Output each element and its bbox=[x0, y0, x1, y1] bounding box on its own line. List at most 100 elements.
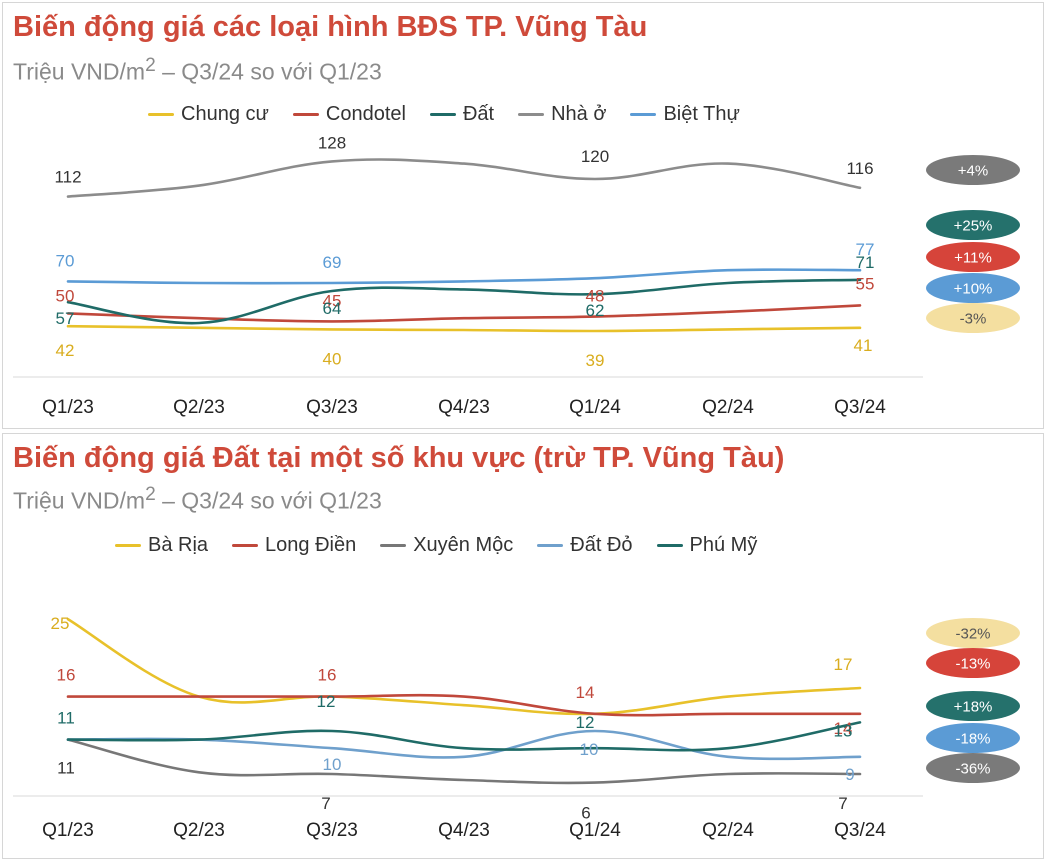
data-label-chung-cu: 39 bbox=[586, 351, 605, 370]
change-pill-condotel: +11% bbox=[926, 242, 1020, 272]
chart-title: Biến động giá Đất tại một số khu vực (tr… bbox=[13, 442, 785, 474]
chart-legend: Chung cư Condotel Đất Nhà ở Biệt Thự bbox=[148, 103, 740, 126]
legend-label: Đất Đỏ bbox=[570, 534, 633, 556]
legend-label: Phú Mỹ bbox=[689, 534, 758, 556]
data-label-biet-thu: 69 bbox=[323, 253, 342, 272]
data-label-condotel: 50 bbox=[56, 286, 75, 305]
legend-swatch bbox=[292, 113, 319, 116]
series-line-nha-o bbox=[66, 158, 862, 198]
data-label-phu-my: 13 bbox=[834, 721, 853, 740]
x-tick-label: Q4/23 bbox=[438, 397, 490, 418]
change-pill-biet-thu: +10% bbox=[926, 273, 1020, 303]
x-tick-label: Q2/23 bbox=[173, 397, 225, 418]
legend-label: Đất bbox=[462, 103, 495, 125]
change-pill-label: -36% bbox=[955, 761, 990, 778]
series-line-condotel bbox=[66, 304, 862, 323]
chart-plot-area: Q1/23 Q2/23 Q3/23 Q4/23 Q1/24 Q2/24 Q3/24 25 17 1… bbox=[13, 614, 1020, 841]
legend-swatch bbox=[115, 544, 141, 547]
data-label-biet-thu: 77 bbox=[856, 240, 875, 259]
chart-panel-khu-vuc: Biến động giá Đất tại một số khu vực (tr… bbox=[2, 433, 1044, 859]
change-pill-xuyen-moc: -36% bbox=[926, 753, 1020, 783]
legend-swatch bbox=[148, 113, 174, 116]
change-pill-shape bbox=[926, 303, 1020, 333]
change-pill-ba-ria: -32% bbox=[926, 618, 1020, 648]
data-label-dat: 62 bbox=[586, 301, 605, 320]
legend-item-nha-o: Nhà ở bbox=[518, 103, 606, 126]
legend-item-phu-my: Phú Mỹ bbox=[656, 534, 758, 557]
x-tick-label: Q3/24 bbox=[834, 397, 886, 418]
data-label-dat-do: 10 bbox=[323, 755, 342, 774]
data-label-xuyen-moc: 6 bbox=[581, 804, 590, 823]
series-line-long-dien bbox=[66, 693, 862, 717]
data-label-nha-o: 112 bbox=[54, 168, 81, 187]
legend-swatch bbox=[630, 113, 657, 116]
data-label-ba-ria: 25 bbox=[51, 614, 70, 633]
legend-label: Bà Rịa bbox=[148, 534, 209, 556]
x-tick-label: Q1/23 bbox=[42, 820, 94, 841]
change-pill-shape bbox=[926, 210, 1020, 240]
data-label-condotel: 55 bbox=[856, 274, 875, 293]
change-pill-phu-my: +18% bbox=[926, 691, 1020, 721]
x-tick-label: Q1/23 bbox=[42, 397, 94, 418]
legend-item-dat-do: Đất Đỏ bbox=[537, 534, 633, 557]
change-pill-shape bbox=[926, 273, 1020, 303]
change-pill-long-dien: -13% bbox=[926, 648, 1020, 678]
x-tick-label: Q3/23 bbox=[306, 397, 358, 418]
legend-swatch bbox=[380, 544, 407, 547]
legend-item-ba-ria: Bà Rịa bbox=[115, 534, 208, 557]
data-label-biet-thu: 70 bbox=[56, 251, 75, 270]
chart-legend: Bà Rịa Long Điền Xuyên Mộc Đất Đỏ Phú Mỹ bbox=[115, 534, 757, 557]
data-label-xuyen-moc: 7 bbox=[838, 794, 847, 813]
data-label-xuyen-moc: 11 bbox=[57, 759, 75, 778]
change-pill-shape bbox=[926, 618, 1020, 648]
series-line-phu-my bbox=[66, 721, 862, 752]
change-pill-shape bbox=[926, 723, 1020, 753]
change-pill-label: -32% bbox=[955, 626, 990, 643]
change-pill-shape bbox=[926, 155, 1020, 185]
legend-item-condotel: Condotel bbox=[292, 103, 406, 126]
change-pill-shape bbox=[926, 242, 1020, 272]
data-label-dat: 57 bbox=[56, 309, 75, 328]
x-tick-label: Q3/23 bbox=[306, 820, 358, 841]
data-label-nha-o: 116 bbox=[846, 159, 873, 178]
x-tick-label: Q2/24 bbox=[702, 397, 754, 418]
data-label-xuyen-moc: 7 bbox=[321, 794, 330, 813]
change-pill-label: +18% bbox=[954, 699, 993, 716]
legend-swatch bbox=[518, 113, 545, 116]
legend-item-biet-thu: Biệt Thự bbox=[630, 103, 740, 126]
change-pill-label: +25% bbox=[954, 218, 993, 235]
legend-item-xuyen-moc: Xuyên Mộc bbox=[380, 534, 513, 557]
data-label-ba-ria: 17 bbox=[834, 655, 853, 674]
legend-swatch bbox=[656, 544, 683, 547]
legend-label: Biệt Thự bbox=[663, 103, 740, 125]
legend-swatch bbox=[429, 113, 456, 116]
data-label-long-dien: 14 bbox=[576, 683, 595, 702]
change-pill-dat: +25% bbox=[926, 210, 1020, 240]
change-pill-nha-o: +4% bbox=[926, 155, 1020, 185]
legend-label: Long Điền bbox=[265, 534, 357, 556]
change-pill-label: +11% bbox=[954, 250, 992, 267]
series-line-biet-thu bbox=[66, 268, 862, 285]
change-pill-shape bbox=[926, 753, 1020, 783]
data-label-condotel: 45 bbox=[323, 291, 342, 310]
data-label-long-dien: 14 bbox=[834, 719, 853, 738]
change-pill-shape bbox=[926, 691, 1020, 721]
data-label-chung-cu: 41 bbox=[854, 336, 873, 355]
legend-label: Nhà ở bbox=[551, 103, 607, 125]
series-line-chung-cu bbox=[66, 324, 862, 333]
x-tick-label: Q3/24 bbox=[834, 820, 886, 841]
series-line-ba-ria bbox=[66, 617, 862, 716]
x-tick-label: Q1/24 bbox=[569, 397, 621, 418]
legend-item-long-dien: Long Điền bbox=[232, 534, 356, 557]
change-pill-shape bbox=[926, 648, 1020, 678]
data-label-phu-my: 12 bbox=[317, 692, 336, 711]
legend-swatch bbox=[232, 544, 259, 547]
data-label-phu-my: 12 bbox=[576, 713, 595, 732]
x-tick-label: Q2/24 bbox=[702, 820, 754, 841]
change-pill-label: -3% bbox=[960, 311, 987, 328]
x-tick-label: Q2/23 bbox=[173, 820, 225, 841]
legend-item-chung-cu: Chung cư bbox=[148, 103, 269, 126]
series-line-xuyen-moc bbox=[66, 738, 862, 785]
chart-subtitle: Triệu VND/m2 – Q3/24 so với Q1/23 bbox=[13, 484, 382, 514]
data-label-nha-o: 128 bbox=[318, 133, 346, 152]
